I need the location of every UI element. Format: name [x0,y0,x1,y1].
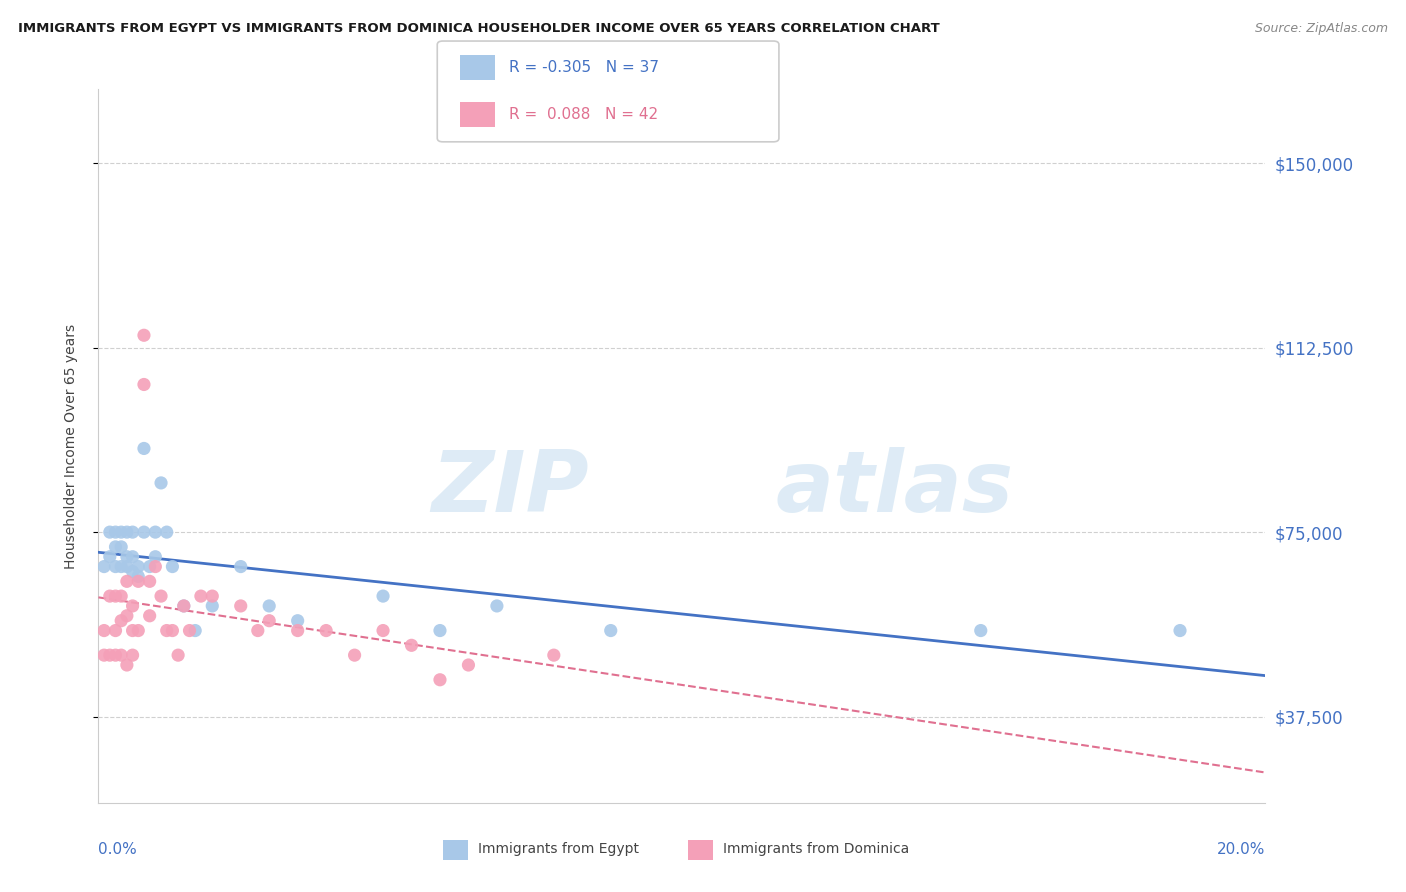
Point [173,599,195,613]
Point [201,589,224,603]
Text: Immigrants from Egypt: Immigrants from Egypt [478,842,638,856]
Point [127,559,149,574]
Point [110,648,132,662]
Point [104,525,127,540]
Point [115,525,138,540]
Point [543,648,565,662]
Point [138,608,160,623]
Point [115,658,138,673]
Point [115,549,138,564]
Point [429,624,451,638]
Point [127,574,149,589]
Point [156,624,179,638]
Point [371,589,394,603]
Point [138,559,160,574]
Point [229,599,252,613]
Text: ZIP: ZIP [430,447,589,531]
Point [110,614,132,628]
Point [132,525,155,540]
Point [162,624,184,638]
Point [115,574,138,589]
Point [184,624,207,638]
Point [315,624,337,638]
Point [127,569,149,583]
Text: atlas: atlas [775,447,1014,531]
Point [104,559,127,574]
Point [110,559,132,574]
Point [150,475,173,490]
Point [229,559,252,574]
Point [485,599,508,613]
Point [110,525,132,540]
Point [110,589,132,603]
Point [287,624,309,638]
Point [93,559,115,574]
Point [132,377,155,392]
Point [132,442,155,456]
Point [179,624,201,638]
Point [93,648,115,662]
Point [343,648,366,662]
FancyBboxPatch shape [443,840,468,860]
Point [121,525,143,540]
Point [257,599,280,613]
Point [401,638,423,652]
Point [138,574,160,589]
Point [121,624,143,638]
Point [132,328,155,343]
Point [98,525,121,540]
Point [190,589,212,603]
Point [121,549,143,564]
Point [246,624,269,638]
Point [371,624,394,638]
FancyBboxPatch shape [688,840,713,860]
Point [121,599,143,613]
Point [98,589,121,603]
Point [143,559,166,574]
Point [150,589,173,603]
Y-axis label: Householder Income Over 65 years: Householder Income Over 65 years [63,324,77,568]
Point [98,549,121,564]
Point [104,589,127,603]
Point [93,624,115,638]
Point [115,608,138,623]
Point [104,540,127,554]
Point [429,673,451,687]
Point [287,614,309,628]
Point [162,559,184,574]
Point [257,614,280,628]
Point [173,599,195,613]
Point [121,565,143,579]
Text: 0.0%: 0.0% [98,842,138,857]
Point [156,525,179,540]
Point [115,559,138,574]
Point [104,648,127,662]
Text: 20.0%: 20.0% [1218,842,1265,857]
Point [143,549,166,564]
Point [167,648,190,662]
Point [1168,624,1191,638]
Point [110,540,132,554]
Point [104,624,127,638]
Point [457,658,479,673]
Point [121,648,143,662]
Point [127,624,149,638]
Text: Source: ZipAtlas.com: Source: ZipAtlas.com [1254,22,1388,36]
Point [201,599,224,613]
Point [970,624,993,638]
Point [98,648,121,662]
Point [599,624,621,638]
Point [143,525,166,540]
Text: R =  0.088   N = 42: R = 0.088 N = 42 [509,106,658,121]
Text: R = -0.305   N = 37: R = -0.305 N = 37 [509,60,659,75]
Text: Immigrants from Dominica: Immigrants from Dominica [723,842,910,856]
Text: IMMIGRANTS FROM EGYPT VS IMMIGRANTS FROM DOMINICA HOUSEHOLDER INCOME OVER 65 YEA: IMMIGRANTS FROM EGYPT VS IMMIGRANTS FROM… [18,22,941,36]
